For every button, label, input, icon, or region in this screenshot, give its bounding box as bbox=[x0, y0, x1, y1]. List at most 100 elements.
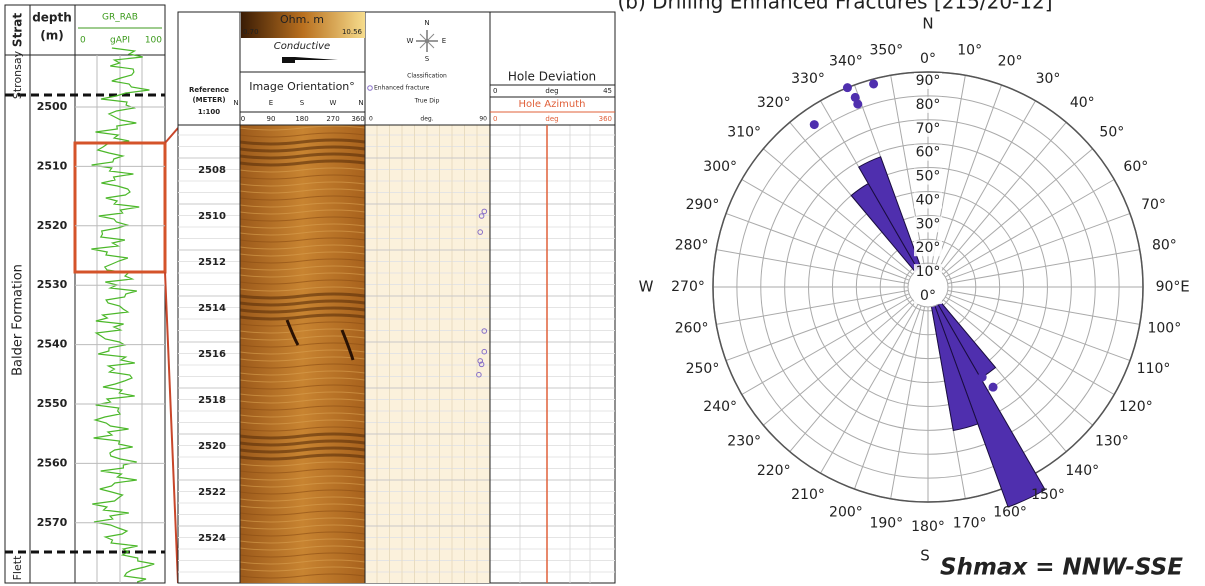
formation: Stronsay bbox=[11, 50, 24, 99]
spoke bbox=[716, 290, 908, 324]
depth-label: 2516 bbox=[198, 349, 226, 360]
spoke bbox=[948, 290, 1140, 324]
azimuth-label: 210° bbox=[791, 487, 825, 503]
depth-label: 2500 bbox=[37, 100, 68, 113]
orientation-tick: 0 bbox=[241, 115, 245, 123]
enhanced-fracture: Enhanced fracture bbox=[374, 85, 430, 92]
orientation-dir: N bbox=[233, 99, 238, 107]
spoke bbox=[948, 250, 1140, 284]
az-scale: 360 bbox=[599, 115, 612, 123]
log-frame bbox=[5, 5, 165, 583]
orientation-tick: 90 bbox=[267, 115, 276, 123]
depth-label: 2514 bbox=[198, 303, 226, 314]
azimuth-label: 100° bbox=[1147, 321, 1181, 337]
azimuth-label: 310° bbox=[727, 125, 761, 141]
azimuth-label: 20° bbox=[998, 53, 1023, 69]
rose-diagram: 0°10°20°30°40°50°60°70°80°90°0°10°20°30°… bbox=[639, 15, 1190, 565]
azimuth-label: 230° bbox=[727, 433, 761, 449]
azimuth-label: 260° bbox=[675, 321, 709, 337]
deviation-title: Hole Deviation bbox=[508, 70, 596, 84]
gr-unit: gAPI bbox=[110, 36, 130, 46]
azimuth-label: 60° bbox=[1123, 159, 1148, 175]
strat-header: Strat bbox=[11, 13, 25, 47]
depth-label: 2512 bbox=[198, 257, 226, 268]
orientation-dir: N bbox=[358, 99, 363, 107]
depth-label: 2560 bbox=[37, 456, 68, 469]
azimuth-label: 350° bbox=[869, 43, 903, 59]
ring-label: 70° bbox=[916, 121, 941, 137]
orientation-tick: 270 bbox=[326, 115, 339, 123]
azimuth-label: 240° bbox=[703, 399, 737, 415]
compass-e: E bbox=[442, 37, 446, 45]
azimuth-title: Hole Azimuth bbox=[519, 99, 586, 110]
orientation-dir: W bbox=[330, 99, 337, 107]
gr-min: 0 bbox=[80, 36, 86, 46]
south: S bbox=[920, 547, 930, 565]
azimuth-label: 80° bbox=[1152, 237, 1177, 253]
dev-scale: 45 bbox=[603, 87, 612, 95]
dev-scale: 0 bbox=[493, 87, 497, 95]
ring-label: 90° bbox=[916, 73, 941, 89]
classification: Classification bbox=[407, 73, 447, 80]
gr-name: GR_RAB bbox=[102, 13, 138, 23]
compass-s: S bbox=[425, 55, 430, 63]
figure: (b) Drilling Enhanced Fractures [215/20-… bbox=[0, 0, 1205, 586]
compass-n: N bbox=[424, 19, 429, 27]
dev-scale: deg bbox=[545, 87, 558, 95]
petal bbox=[928, 287, 1045, 507]
azimuth-label: 300° bbox=[703, 159, 737, 175]
orientation-title: Image Orientation° bbox=[249, 80, 355, 93]
pole bbox=[853, 100, 862, 109]
west: W bbox=[639, 278, 654, 296]
azimuth-label: 110° bbox=[1137, 361, 1171, 377]
az-scale: deg bbox=[545, 115, 558, 123]
conductive: Conductive bbox=[274, 41, 330, 52]
azimuth-label: 290° bbox=[686, 197, 720, 213]
az-scale: 0 bbox=[493, 115, 497, 123]
title: (b) Drilling Enhanced Fractures [215/20-… bbox=[617, 0, 1052, 14]
azimuth-label: 170° bbox=[953, 515, 987, 531]
pole bbox=[978, 373, 987, 382]
azimuth-label: 130° bbox=[1095, 433, 1129, 449]
depth-label: 2570 bbox=[37, 516, 68, 529]
north: N bbox=[922, 15, 933, 33]
depth-label: 2522 bbox=[198, 487, 226, 498]
depth-label: 2510 bbox=[198, 211, 226, 222]
dip-scale: 0 bbox=[369, 116, 373, 123]
ring-label: 80° bbox=[916, 97, 941, 113]
pole bbox=[810, 120, 819, 129]
depth-label: 2518 bbox=[198, 395, 226, 406]
true-dip: True Dip bbox=[414, 98, 440, 105]
depth-unit: (m) bbox=[40, 29, 63, 43]
orientation-dir: S bbox=[300, 99, 305, 107]
zoom-line bbox=[165, 272, 178, 583]
azimuth-label: 120° bbox=[1119, 399, 1153, 415]
orientation-dir: E bbox=[269, 99, 273, 107]
depth-label: 2524 bbox=[198, 533, 226, 544]
pole bbox=[869, 79, 878, 88]
depth-label: 2520 bbox=[198, 441, 226, 452]
res-max: 10.56 bbox=[342, 28, 363, 36]
spoke bbox=[891, 307, 925, 499]
ring-label: 20° bbox=[916, 240, 941, 256]
depth-label: 2510 bbox=[37, 159, 68, 172]
ref-scale: 1:100 bbox=[198, 108, 220, 116]
ref-title: Reference bbox=[189, 86, 229, 94]
azimuth-label: 340° bbox=[829, 53, 863, 69]
ring-label: 40° bbox=[916, 192, 941, 208]
azimuth-label: 50° bbox=[1099, 125, 1124, 141]
azimuth-label: 90° bbox=[1156, 279, 1181, 295]
ring-label: 10° bbox=[916, 264, 941, 280]
depth-label: 2550 bbox=[37, 397, 68, 410]
depth-label: 2530 bbox=[37, 278, 68, 291]
depth-label: 2520 bbox=[37, 219, 68, 232]
spoke bbox=[716, 250, 908, 284]
depth-header: depth bbox=[32, 11, 72, 25]
azimuth-label: 70° bbox=[1141, 197, 1166, 213]
azimuth-label: 270° bbox=[671, 279, 705, 295]
azimuth-label: 40° bbox=[1070, 95, 1095, 111]
azimuth-label: 220° bbox=[757, 463, 791, 479]
azimuth-label: 200° bbox=[829, 505, 863, 521]
depth-label: 2508 bbox=[198, 165, 226, 176]
east: E bbox=[1180, 278, 1189, 296]
